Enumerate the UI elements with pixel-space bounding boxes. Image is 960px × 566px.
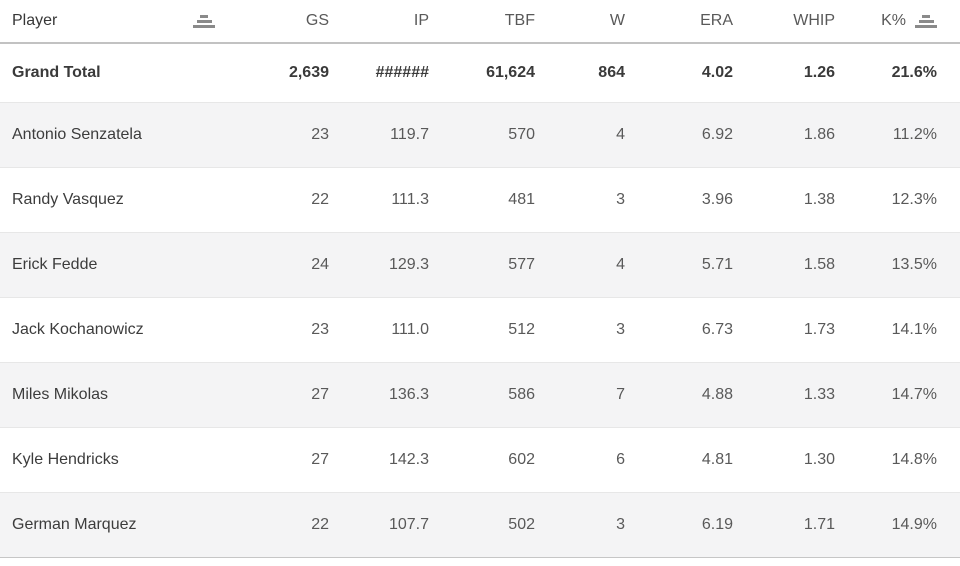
table-row[interactable]: German Marquez 22 107.7 502 3 6.19 1.71 … [0,493,960,558]
w-cell: 6 [616,451,625,468]
player-name-cell: Erick Fedde [12,256,98,273]
column-header-label: W [609,12,625,29]
w-cell: 4 [616,126,625,143]
column-header-gs[interactable]: GS [233,0,333,42]
era-cell: 4.88 [701,386,733,403]
ip-cell: 136.3 [388,386,429,403]
column-header-label: ERA [700,12,733,29]
table-header-row: Player GS IP TBF W ERA WHIP K% [0,0,960,44]
ip-cell: 111.0 [391,321,429,338]
sort-ascending-icon[interactable] [193,14,215,28]
table-row[interactable]: Kyle Hendricks 27 142.3 602 6 4.81 1.30 … [0,428,960,493]
grand-total-era: 4.02 [701,64,733,81]
column-header-label: IP [413,12,429,29]
table-row[interactable]: Antonio Senzatela 23 119.7 570 4 6.92 1.… [0,103,960,168]
column-header-label: K% [881,12,906,29]
ip-cell: 119.7 [390,126,429,143]
grand-total-gs: 2,639 [288,64,329,81]
column-header-tbf[interactable]: TBF [433,0,539,42]
ip-cell: 107.7 [388,516,429,533]
column-header-w[interactable]: W [539,0,629,42]
ip-cell: 129.3 [388,256,429,273]
gs-cell: 27 [311,451,329,468]
column-header-label: Player [12,12,58,29]
w-cell: 4 [616,256,625,273]
tbf-cell: 512 [508,321,535,338]
tbf-cell: 602 [508,451,535,468]
kpct-cell: 13.5% [891,256,937,273]
whip-cell: 1.71 [803,516,835,533]
w-cell: 3 [616,191,625,208]
table-row[interactable]: Randy Vasquez 22 111.3 481 3 3.96 1.38 1… [0,168,960,233]
tbf-cell: 586 [508,386,535,403]
gs-cell: 27 [311,386,329,403]
kpct-cell: 14.7% [891,386,937,403]
tbf-cell: 502 [508,516,535,533]
ip-cell: 111.3 [391,191,429,208]
grand-total-kpct: 21.6% [891,64,937,81]
kpct-cell: 14.1% [891,321,937,338]
gs-cell: 23 [311,321,329,338]
whip-cell: 1.73 [803,321,835,338]
grand-total-whip: 1.26 [803,64,835,81]
kpct-cell: 14.9% [891,516,937,533]
player-name-cell: Jack Kochanowicz [12,321,144,338]
era-cell: 6.92 [701,126,733,143]
whip-cell: 1.86 [803,126,835,143]
column-header-label: TBF [504,12,535,29]
grand-total-label: Grand Total [12,64,101,81]
column-header-label: WHIP [793,12,835,29]
whip-cell: 1.58 [803,256,835,273]
player-name-cell: Randy Vasquez [12,191,124,208]
grand-total-ip-overflow: ###### [375,64,429,81]
era-cell: 5.71 [701,256,733,273]
kpct-cell: 12.3% [891,191,937,208]
kpct-cell: 11.2% [892,126,937,143]
column-header-era[interactable]: ERA [629,0,737,42]
gs-cell: 23 [311,126,329,143]
ip-cell: 142.3 [388,451,429,468]
grand-total-w: 864 [598,64,625,81]
tbf-cell: 481 [508,191,535,208]
era-cell: 4.81 [701,451,733,468]
table-row[interactable]: Miles Mikolas 27 136.3 586 7 4.88 1.33 1… [0,363,960,428]
column-header-kpct[interactable]: K% [839,0,960,42]
table-row[interactable]: Erick Fedde 24 129.3 577 4 5.71 1.58 13.… [0,233,960,298]
gs-cell: 24 [311,256,329,273]
era-cell: 3.96 [701,191,733,208]
grand-total-tbf: 61,624 [486,64,535,81]
whip-cell: 1.30 [803,451,835,468]
tbf-cell: 577 [508,256,535,273]
w-cell: 3 [616,516,625,533]
whip-cell: 1.38 [803,191,835,208]
gs-cell: 22 [311,516,329,533]
player-name-cell: Kyle Hendricks [12,451,119,468]
w-cell: 3 [616,321,625,338]
era-cell: 6.19 [701,516,733,533]
gs-cell: 22 [311,191,329,208]
era-cell: 6.73 [701,321,733,338]
player-name-cell: German Marquez [12,516,137,533]
grand-total-row[interactable]: Grand Total 2,639 ###### 61,624 864 4.02… [0,44,960,103]
player-name-cell: Antonio Senzatela [12,126,142,143]
sort-ascending-icon[interactable] [915,14,937,28]
column-header-player[interactable]: Player [0,0,233,42]
grand-total-label-cell: Grand Total [0,44,233,102]
whip-cell: 1.33 [803,386,835,403]
kpct-cell: 14.8% [891,451,937,468]
column-header-label: GS [305,12,329,29]
tbf-cell: 570 [508,126,535,143]
player-name-cell: Miles Mikolas [12,386,109,403]
w-cell: 7 [616,386,625,403]
column-header-whip[interactable]: WHIP [737,0,839,42]
table-row[interactable]: Jack Kochanowicz 23 111.0 512 3 6.73 1.7… [0,298,960,363]
column-header-ip[interactable]: IP [333,0,433,42]
